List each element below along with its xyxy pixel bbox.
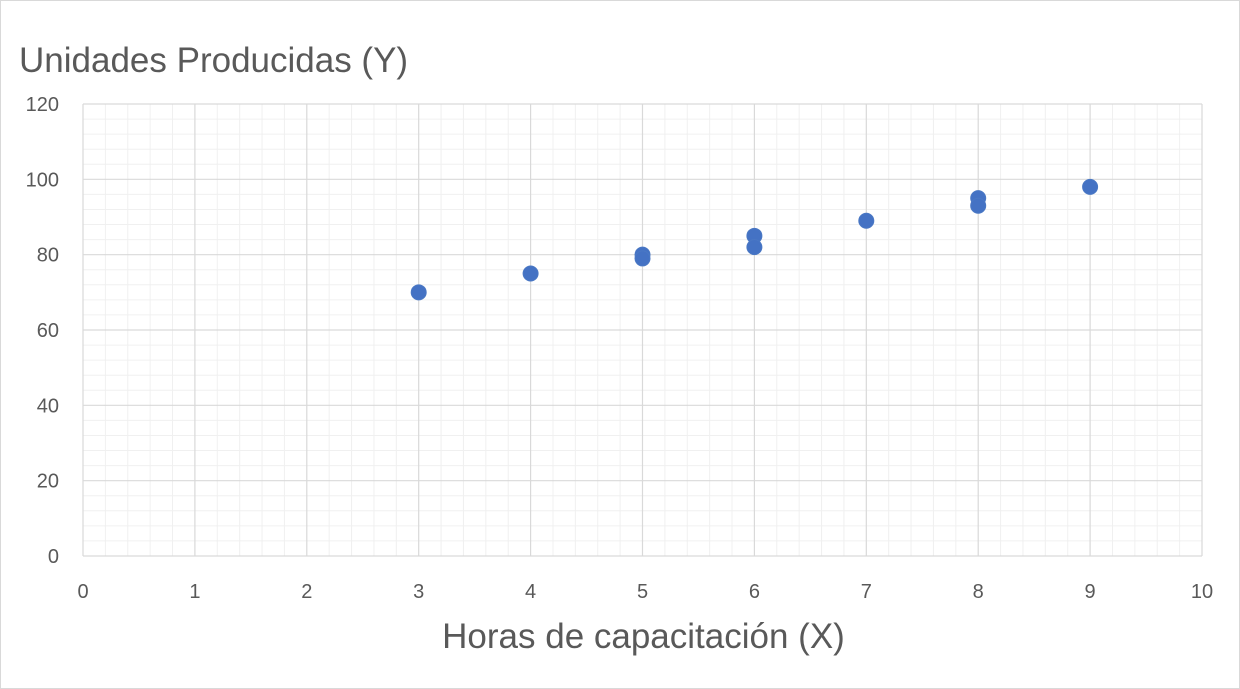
data-point xyxy=(634,250,651,267)
x-tick-label: 3 xyxy=(413,581,424,603)
chart-title: Unidades Producidas (Y) xyxy=(19,41,409,80)
y-tick-label: 120 xyxy=(26,94,59,116)
y-tick-label: 100 xyxy=(26,169,59,191)
data-point xyxy=(1082,178,1099,195)
y-tick-label: 80 xyxy=(37,245,59,267)
data-point xyxy=(858,212,875,229)
data-point xyxy=(970,197,987,214)
x-tick-label: 2 xyxy=(301,581,312,603)
x-tick-label: 0 xyxy=(77,581,88,603)
x-tick-label: 5 xyxy=(637,581,648,603)
x-tick-label: 4 xyxy=(525,581,536,603)
data-point xyxy=(746,239,763,256)
data-point xyxy=(522,265,539,282)
data-point xyxy=(410,284,427,301)
y-tick-label: 40 xyxy=(37,395,59,417)
x-tick-label: 10 xyxy=(1191,581,1213,603)
x-axis-title: Horas de capacitación (X) xyxy=(442,617,845,656)
x-tick-label: 7 xyxy=(861,581,872,603)
x-tick-label: 6 xyxy=(749,581,760,603)
y-tick-label: 60 xyxy=(37,320,59,342)
x-tick-label: 1 xyxy=(189,581,200,603)
y-tick-label: 0 xyxy=(48,546,59,568)
x-tick-label: 9 xyxy=(1085,581,1096,603)
y-tick-label: 20 xyxy=(37,471,59,493)
x-tick-label: 8 xyxy=(973,581,984,603)
